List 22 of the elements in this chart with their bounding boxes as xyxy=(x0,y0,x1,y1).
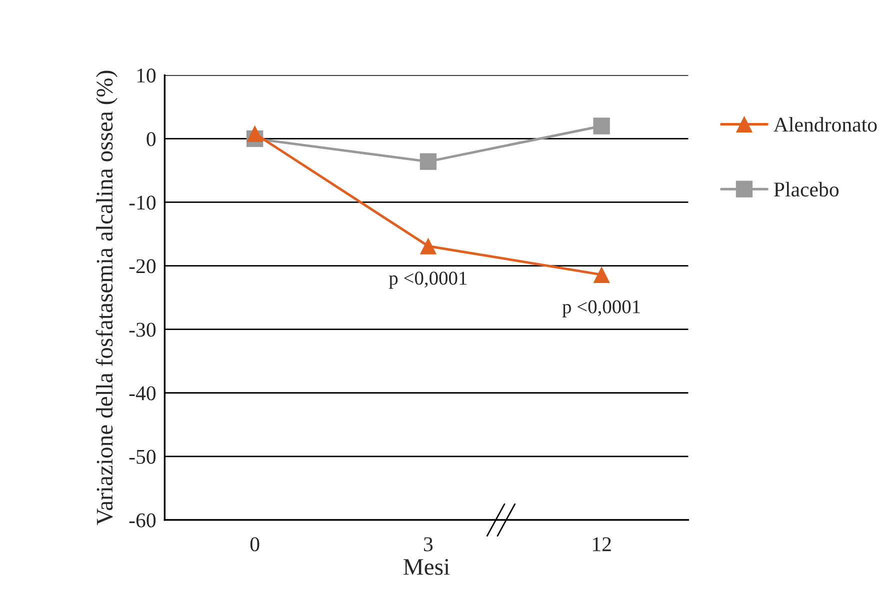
y-tick-label: -50 xyxy=(129,450,156,464)
legend-label: Placebo xyxy=(774,182,839,197)
y-tick-label: -40 xyxy=(129,386,156,400)
y-tick-label: -10 xyxy=(129,196,156,210)
point xyxy=(593,266,610,284)
annotation: p <0,0001 xyxy=(389,272,467,289)
x-tick-label: 3 xyxy=(424,537,433,552)
point xyxy=(420,153,437,170)
point xyxy=(420,238,437,254)
y-axis-title: Variazione della fosfatasemia alcalina ossea (%) xyxy=(96,70,118,526)
x-tick-label: 12 xyxy=(592,537,611,552)
x-tick-label: 0 xyxy=(250,537,260,552)
point xyxy=(246,125,264,142)
y-tick-label: -20 xyxy=(129,259,156,274)
legend-label: Alendronato xyxy=(774,117,877,132)
y-tick-label: 10 xyxy=(137,68,156,83)
x-axis-title: Mesi xyxy=(404,559,450,575)
annotation: p <0,0001 xyxy=(562,300,640,318)
y-tick-label: -30 xyxy=(129,322,156,337)
point xyxy=(593,118,610,134)
y-tick-label: -60 xyxy=(129,513,156,528)
y-tick-label: 0 xyxy=(146,132,156,146)
